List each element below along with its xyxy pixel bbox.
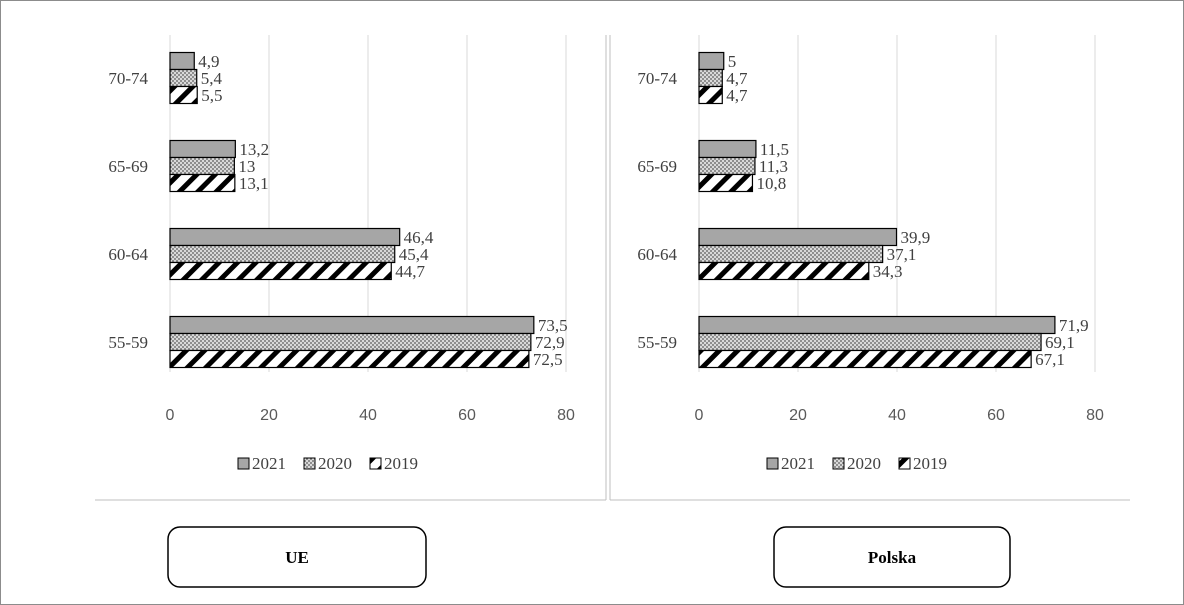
bar	[698, 173, 754, 193]
bar	[698, 85, 723, 105]
bar	[169, 349, 530, 369]
bar	[169, 227, 401, 247]
bar	[169, 139, 236, 159]
bar	[698, 51, 725, 71]
bar	[169, 244, 396, 264]
category-label: 55-59	[108, 333, 148, 352]
data-label: 11,5	[760, 140, 789, 159]
x-tick-label: 60	[458, 407, 476, 424]
data-label: 69,1	[1045, 333, 1075, 352]
legend-entry: 2020	[318, 454, 352, 473]
x-tick-label: 80	[1086, 407, 1104, 424]
legend-swatch	[832, 457, 845, 470]
data-label: 4,7	[726, 86, 748, 105]
data-label: 4,9	[198, 52, 219, 71]
data-label: 45,4	[399, 245, 429, 264]
legend-swatch	[766, 457, 779, 470]
bar	[169, 51, 195, 71]
bar	[698, 332, 1042, 352]
data-label: 5	[728, 52, 737, 71]
bar	[169, 173, 236, 193]
chart-panel-ue: 0 20 40 60 8055-5973,572,972,560-6446,445,44…	[108, 35, 575, 473]
bar	[169, 156, 235, 176]
chart-panel-polska: 0 20 40 60 80 55-59 71,969,167,1 60-64 39,937,13…	[637, 35, 1104, 473]
legend-swatch	[303, 457, 316, 470]
data-label: 67,1	[1035, 350, 1065, 369]
data-label: 44,7	[395, 262, 425, 281]
x-tick-label: 40	[888, 407, 906, 424]
bar	[698, 349, 1032, 369]
category-label: 70-74	[637, 69, 677, 88]
data-label: 10,8	[756, 174, 786, 193]
legend-swatch	[369, 457, 382, 470]
data-label: 5,4	[201, 69, 223, 88]
legend-swatch	[237, 457, 250, 470]
bar	[169, 332, 532, 352]
category-label: 60-64	[637, 245, 677, 264]
category-label: 55-59	[637, 333, 677, 352]
polska-label-box: Polska	[773, 526, 1011, 588]
data-label: 13,2	[239, 140, 269, 159]
polska-label: Polska	[868, 548, 917, 567]
legend-entry: 2021	[252, 454, 286, 473]
bar	[698, 227, 898, 247]
legend-entry: 2019	[913, 454, 947, 473]
data-label: 37,1	[887, 245, 917, 264]
category-label: 65-69	[637, 157, 677, 176]
x-tick-label: 0	[695, 407, 704, 424]
ue-label-box: UE	[167, 526, 427, 588]
data-label: 5,5	[201, 86, 222, 105]
category-label: 65-69	[108, 157, 148, 176]
data-label: 11,3	[759, 157, 788, 176]
bar	[698, 261, 870, 281]
bar	[698, 139, 757, 159]
x-tick-label: 80	[557, 407, 575, 424]
ue-label: UE	[285, 548, 309, 567]
data-label: 34,3	[873, 262, 903, 281]
data-label: 72,9	[535, 333, 565, 352]
data-label: 39,9	[901, 228, 931, 247]
x-tick-label: 20	[260, 407, 278, 424]
bar	[698, 68, 723, 88]
legend-entry: 2021	[781, 454, 815, 473]
x-tick-label: 40	[359, 407, 377, 424]
data-label: 4,7	[726, 69, 748, 88]
data-label: 73,5	[538, 316, 568, 335]
data-label: 46,4	[404, 228, 434, 247]
bar	[169, 85, 198, 105]
x-tick-label: 20	[789, 407, 807, 424]
legend-swatch	[898, 457, 911, 470]
legend-entry: 2019	[384, 454, 418, 473]
data-label: 13,1	[239, 174, 269, 193]
category-label: 60-64	[108, 245, 148, 264]
bar	[169, 68, 198, 88]
bar	[698, 156, 756, 176]
bar	[169, 261, 392, 281]
data-label: 13	[238, 157, 255, 176]
x-tick-label: 60	[987, 407, 1005, 424]
legend-entry: 2020	[847, 454, 881, 473]
bar	[698, 244, 884, 264]
x-tick-label: 0	[166, 407, 175, 424]
data-label: 71,9	[1059, 316, 1089, 335]
bar	[698, 315, 1056, 335]
data-label: 72,5	[533, 350, 563, 369]
bar	[169, 315, 535, 335]
category-label: 70-74	[108, 69, 148, 88]
